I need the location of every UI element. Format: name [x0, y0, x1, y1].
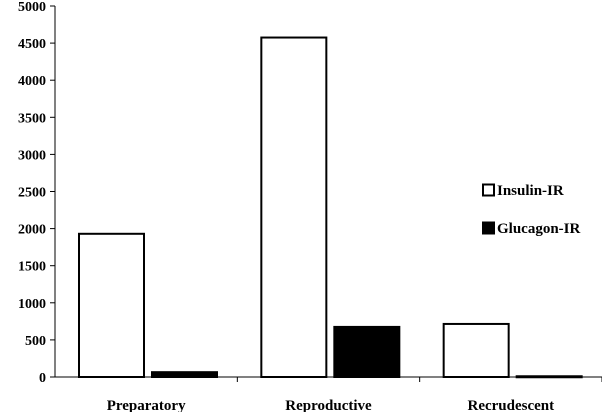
y-tick-label: 0	[39, 371, 46, 386]
y-tick-label: 3000	[18, 148, 46, 163]
legend-label: Glucagon-IR	[497, 221, 581, 237]
bar-glucagon-ir-reproductive	[333, 325, 401, 379]
bar-glucagon-ir-preparatory	[151, 371, 218, 379]
bar-insulin-ir-reproductive	[260, 36, 328, 378]
y-tick-label: 3500	[18, 111, 46, 126]
y-tick-label: 1500	[18, 260, 46, 275]
y-tick-label: 4000	[18, 74, 46, 89]
chart-bars	[78, 36, 583, 379]
y-tick-label: 500	[25, 334, 46, 349]
y-tick-label: 1000	[18, 297, 46, 312]
chart-legend: Insulin-IR Glucagon-IR	[482, 183, 581, 237]
y-tick-label: 4500	[18, 37, 46, 52]
x-category-label: Recrudescent	[468, 398, 555, 412]
y-tick-label: 5000	[18, 0, 46, 15]
bar-insulin-ir-preparatory	[78, 232, 145, 378]
legend-label: Insulin-IR	[497, 183, 564, 199]
y-axis-ticks: 0 500 1000 1500 2000 2500 3000 3500 4000 4500 5000	[18, 0, 55, 386]
legend-swatch	[482, 183, 495, 197]
legend-swatch	[482, 221, 495, 235]
x-category-label: Reproductive	[285, 398, 372, 412]
x-category-label: Preparatory	[107, 398, 186, 412]
x-axis-labels: Preparatory Reproductive Recrudescent	[107, 398, 554, 412]
bar-glucagon-ir-recrudescent	[515, 375, 583, 379]
bar-insulin-ir-recrudescent	[442, 322, 510, 378]
y-tick-label: 2500	[18, 186, 46, 201]
y-tick-label: 2000	[18, 223, 46, 238]
